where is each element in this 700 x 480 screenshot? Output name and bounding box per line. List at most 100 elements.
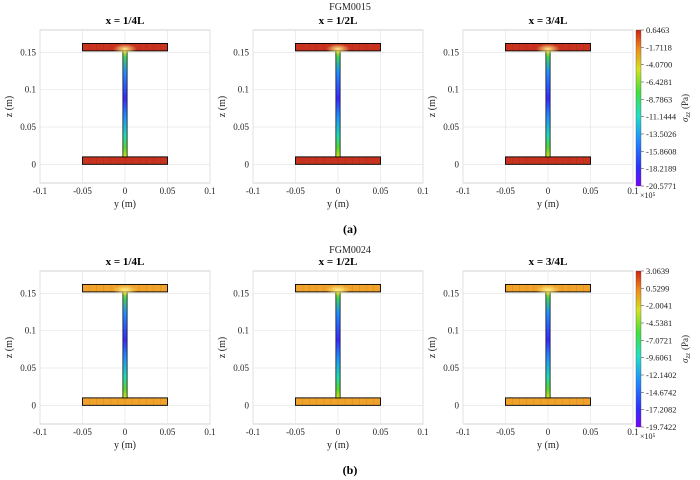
colorbar-tick-label: -2.0041 [646, 301, 672, 311]
colorbar-exponent: ×10⁵ [640, 191, 656, 200]
x-axis-label: y (m) [114, 440, 136, 451]
x-tick-label: -0.05 [73, 186, 92, 196]
y-tick-label: 0.15 [443, 47, 459, 57]
colorbar-tick-label: -1.7118 [646, 42, 672, 52]
x-tick-label: 0.1 [204, 427, 215, 437]
figure-block-a: FGM0015 -0.1 -0.05 0 0.05 0.1 0 0.05 0.1 0.15 x =… [4, 2, 692, 236]
y-tick-label: 0.15 [20, 288, 36, 298]
y-tick-label: 0.05 [20, 122, 36, 132]
subplot-b-2: -0.1 -0.05 0 0.05 0.1 0 0.05 0.1 0.15 x = 1/2L y (… [217, 256, 429, 451]
subplot-a-2: -0.1 -0.05 0 0.05 0.1 0 0.05 0.1 0.15 x = 1/2L y (… [217, 15, 429, 210]
x-tick-label: -0.1 [33, 186, 47, 196]
x-tick-label: 0 [546, 186, 551, 196]
y-tick-label: 0.15 [233, 288, 249, 298]
subplot-a-1: -0.1 -0.05 0 0.05 0.1 0 0.05 0.1 0.15 x = 1/4L y (… [4, 15, 216, 210]
colorbar-a: 0.6463 -1.7118 -4.0700 -6.4281 -8.7863 -11.14… [635, 25, 692, 200]
x-axis-label: y (m) [114, 199, 136, 210]
y-axis-label: z (m) [217, 96, 228, 117]
x-tick-label: 0.05 [583, 427, 599, 437]
colorbar-tick-label: -12.1402 [646, 370, 676, 380]
x-tick-label: 0 [336, 186, 341, 196]
colorbar-label: σzz (Pa) [680, 335, 692, 363]
colorbar-tick-label: -7.0721 [646, 335, 672, 345]
x-tick-label: 0.1 [417, 427, 428, 437]
colorbar-tick-label: -11.1444 [646, 112, 677, 122]
colorbar-tick-label: 0.5299 [646, 283, 669, 293]
x-tick-label: 0 [123, 186, 128, 196]
x-tick-label: 0.1 [627, 186, 638, 196]
y-tick-label: 0.05 [443, 363, 459, 373]
x-tick-label: -0.1 [456, 186, 470, 196]
colorbar-tick-label: -6.4281 [646, 77, 672, 87]
colorbar-tick-label: -14.6742 [646, 387, 676, 397]
colorbar-tick-label: -4.0700 [646, 60, 672, 70]
subplot-title: x = 3/4L [529, 15, 568, 27]
subplot-title: x = 1/4L [106, 256, 145, 268]
y-tick-label: 0.15 [20, 47, 36, 57]
x-tick-label: -0.1 [456, 427, 470, 437]
x-tick-label: 0.05 [160, 427, 176, 437]
y-axis-label: z (m) [427, 337, 438, 358]
y-tick-label: 0.05 [443, 122, 459, 132]
web [545, 291, 551, 399]
colorbar-tick-label: -20.5771 [646, 181, 676, 191]
x-tick-label: -0.1 [33, 427, 47, 437]
stress-hotspot [536, 43, 560, 54]
x-tick-label: 0 [336, 427, 341, 437]
colorbar-tick-label: 3.0639 [646, 266, 669, 276]
colorbar-b: 3.0639 0.5299 -2.0041 -4.5381 -7.0721 -9.6061… [635, 266, 692, 441]
x-tick-label: -0.05 [496, 427, 515, 437]
x-tick-label: 0.05 [583, 186, 599, 196]
colorbar-tick-label: -17.2082 [646, 405, 676, 415]
figure-title-a: FGM0015 [329, 2, 371, 13]
x-tick-label: 0.1 [627, 427, 638, 437]
colorbar-tick-label: -15.8608 [646, 146, 676, 156]
stress-hotspot [113, 284, 137, 295]
panel-label-a: (a) [343, 222, 357, 236]
web [545, 50, 551, 158]
stress-hotspot [536, 284, 560, 295]
y-tick-label: 0.1 [25, 326, 36, 336]
y-tick-label: 0 [32, 159, 37, 169]
colorbar-tick-label: -13.5026 [646, 129, 676, 139]
y-tick-label: 0 [455, 159, 460, 169]
x-axis-label: y (m) [537, 440, 559, 451]
subplot-title: x = 1/4L [106, 15, 145, 27]
stress-hotspot [326, 284, 350, 295]
y-axis-label: z (m) [217, 337, 228, 358]
x-tick-label: 0.05 [373, 186, 389, 196]
panel-label-b: (b) [343, 463, 358, 477]
colorbar-label-subscript: zz [684, 112, 692, 119]
x-tick-label: -0.05 [286, 186, 305, 196]
x-tick-label: 0.05 [160, 186, 176, 196]
web [122, 50, 128, 158]
x-axis-label: y (m) [327, 440, 349, 451]
y-tick-label: 0.05 [20, 363, 36, 373]
x-tick-label: -0.05 [73, 427, 92, 437]
y-tick-label: 0.1 [238, 85, 249, 95]
colorbar-label-symbol: σ [680, 117, 690, 122]
y-tick-label: 0.1 [448, 85, 459, 95]
stress-hotspot [113, 43, 137, 54]
subplot-title: x = 1/2L [319, 256, 358, 268]
x-tick-label: -0.05 [496, 186, 515, 196]
y-axis-label: z (m) [4, 96, 15, 117]
y-axis-label: z (m) [4, 337, 15, 358]
colorbar-label: σzz (Pa) [680, 94, 692, 122]
colorbar-label-symbol: σ [680, 358, 690, 363]
y-tick-label: 0 [32, 400, 37, 410]
web [122, 291, 128, 399]
colorbar-tick-label: -4.5381 [646, 318, 672, 328]
subplot-a-3: -0.1 -0.05 0 0.05 0.1 0 0.05 0.1 0.15 x = 3/4L y (… [427, 15, 639, 210]
y-tick-label: 0.05 [233, 122, 249, 132]
colorbar-label-unit: (Pa) [680, 335, 690, 350]
web [335, 50, 341, 158]
y-tick-label: 0 [455, 400, 460, 410]
colorbar-tick-label: -18.2189 [646, 164, 676, 174]
x-tick-label: -0.05 [286, 427, 305, 437]
colorbar-tick-label: -19.7422 [646, 422, 676, 432]
y-tick-label: 0 [245, 159, 250, 169]
subplot-title: x = 1/2L [319, 15, 358, 27]
y-tick-label: 0.05 [233, 363, 249, 373]
